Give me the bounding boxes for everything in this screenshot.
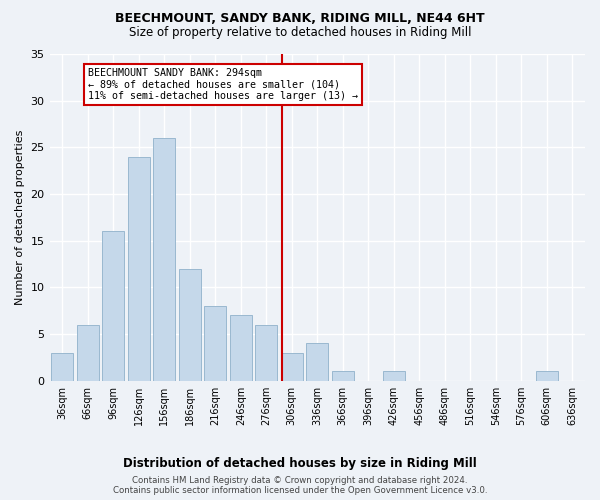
Bar — [383, 372, 404, 381]
Bar — [332, 372, 353, 381]
Bar — [307, 344, 328, 381]
Bar — [230, 316, 251, 381]
Bar — [103, 232, 124, 381]
Text: BEECHMOUNT SANDY BANK: 294sqm
← 89% of detached houses are smaller (104)
11% of : BEECHMOUNT SANDY BANK: 294sqm ← 89% of d… — [88, 68, 358, 101]
Bar — [179, 268, 200, 381]
Y-axis label: Number of detached properties: Number of detached properties — [15, 130, 25, 305]
Text: BEECHMOUNT, SANDY BANK, RIDING MILL, NE44 6HT: BEECHMOUNT, SANDY BANK, RIDING MILL, NE4… — [115, 12, 485, 26]
Bar — [154, 138, 175, 381]
Text: Size of property relative to detached houses in Riding Mill: Size of property relative to detached ho… — [129, 26, 471, 39]
Bar — [205, 306, 226, 381]
Bar — [128, 156, 149, 381]
Bar — [281, 353, 302, 381]
Bar — [52, 353, 73, 381]
Bar — [256, 324, 277, 381]
Bar — [77, 324, 98, 381]
Bar — [536, 372, 557, 381]
Text: Contains HM Land Registry data © Crown copyright and database right 2024.
Contai: Contains HM Land Registry data © Crown c… — [113, 476, 487, 495]
Text: Distribution of detached houses by size in Riding Mill: Distribution of detached houses by size … — [123, 458, 477, 470]
